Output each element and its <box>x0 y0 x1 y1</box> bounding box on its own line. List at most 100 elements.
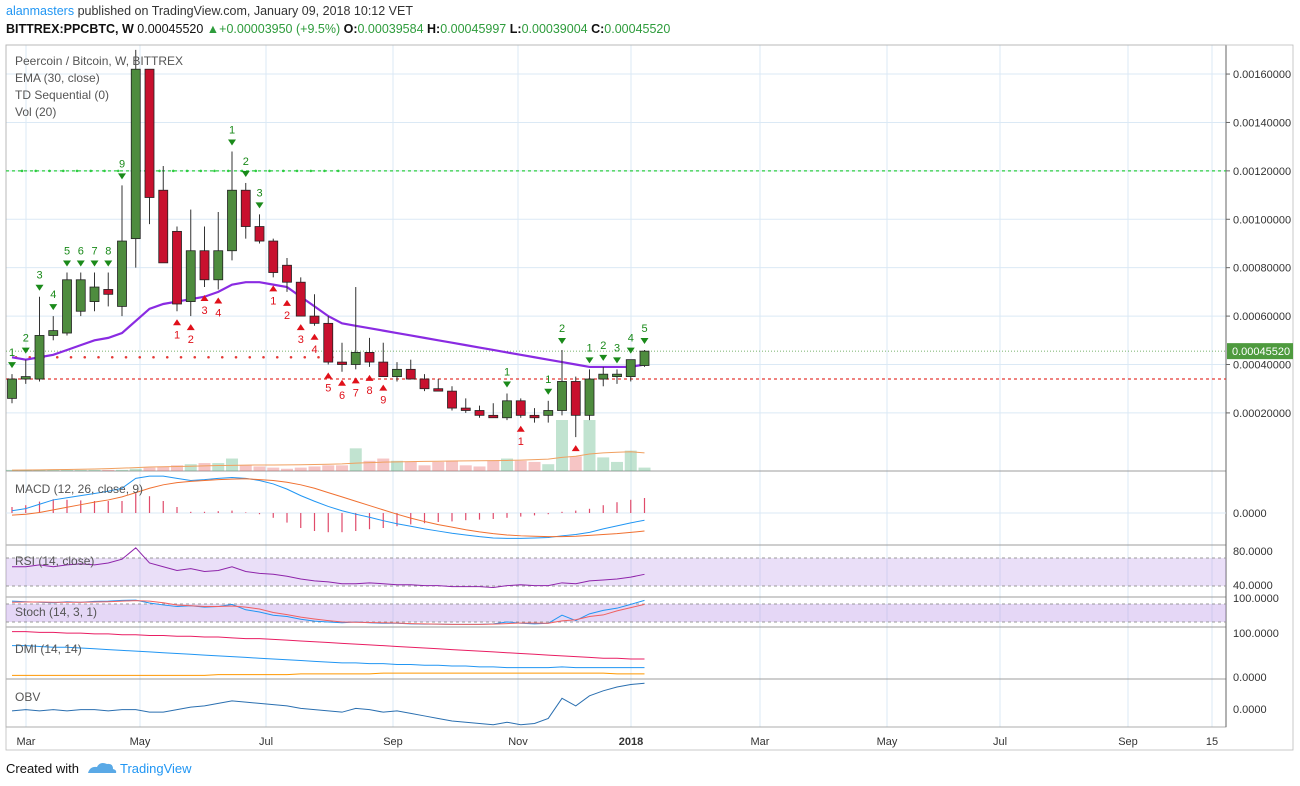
candle-body-8 <box>117 240 127 307</box>
volume-bar-3 <box>47 469 60 471</box>
candle-body-17 <box>240 189 251 227</box>
td-down-arrow-4 <box>63 260 71 267</box>
rsi-tick-40: 40.0000 <box>1233 580 1273 592</box>
volume-bar-42 <box>583 420 596 471</box>
dmi-tick-100: 100.0000 <box>1233 628 1279 640</box>
price-tick-3: 0.00100000 <box>1233 214 1291 226</box>
volume-bar-10 <box>143 467 156 471</box>
stoch-tick: 100.0000 <box>1233 593 1279 605</box>
candle-body-44 <box>612 373 622 378</box>
resistance-dot-5 <box>89 169 93 173</box>
legend-ema[interactable]: EMA (30, close) <box>15 71 100 85</box>
td-count-below-3: 4 <box>215 307 221 319</box>
td-down-arrow-18 <box>626 347 635 354</box>
td-count-below-12: 9 <box>380 395 386 407</box>
support-dot-17 <box>248 355 252 359</box>
candle-body-28 <box>392 368 402 378</box>
low-value: 0.00039004 <box>521 22 588 36</box>
adx-line <box>12 672 645 676</box>
candle-body-4 <box>62 279 72 334</box>
high-value: 0.00045997 <box>440 22 507 36</box>
tradingview-logo[interactable] <box>88 763 117 773</box>
pane-border-4 <box>5 626 1227 680</box>
td-up-arrow-12 <box>379 384 388 391</box>
td-up-arrow-9 <box>338 379 346 386</box>
legend-obv[interactable]: OBV <box>15 690 40 704</box>
support-dot-20 <box>289 355 293 359</box>
time-tick-4: Nov <box>508 736 528 748</box>
td-up-arrow-5 <box>283 299 291 306</box>
candle-body-32 <box>447 390 457 409</box>
price-axis[interactable]: 0.00160000 0.00140000 0.00120000 0.00100000… <box>1226 69 1293 420</box>
volume-bar-32 <box>446 460 458 471</box>
footer-brand[interactable]: TradingView <box>120 761 192 776</box>
candle-body-1 <box>20 376 31 380</box>
volume-bar-41 <box>569 456 582 471</box>
td-down-arrow-5 <box>76 260 85 267</box>
candle-body-13 <box>185 250 196 302</box>
td-count-above-10: 2 <box>243 156 249 168</box>
volume-bar-33 <box>459 465 472 471</box>
candle-body-3 <box>48 330 59 336</box>
legend-td-sequential[interactable]: TD Sequential (0) <box>15 88 109 102</box>
legend-symbol[interactable]: Peercoin / Bitcoin, W, BITTREX <box>15 54 183 68</box>
candle-body-10 <box>144 68 155 198</box>
td-count-below-7: 4 <box>311 344 317 356</box>
candle-body-30 <box>419 378 430 390</box>
volume-bar-44 <box>611 461 623 471</box>
td-count-above-11: 3 <box>256 187 262 199</box>
time-tick-2: Jul <box>259 736 273 748</box>
volume-bar-39 <box>542 464 555 471</box>
last-price-box <box>1227 343 1293 360</box>
time-tick-9: Sep <box>1118 736 1138 748</box>
candle-body-16 <box>227 189 237 252</box>
volume-bar-26 <box>363 460 376 471</box>
open-value: 0.00039584 <box>357 22 424 36</box>
time-axis[interactable]: Mar May Jul Sep Nov 2018 Mar May Jul Sep 15 <box>17 736 1219 748</box>
legend-rsi[interactable]: RSI (14, close) <box>15 554 94 568</box>
author-link[interactable]: alanmasters <box>6 4 75 18</box>
td-up-arrow-8 <box>324 372 333 379</box>
time-tick-6: Mar <box>751 736 770 748</box>
support-dot-14 <box>207 355 210 359</box>
candle-body-24 <box>337 361 347 365</box>
td-up-arrow-13 <box>516 425 525 432</box>
obv-pane <box>11 682 645 726</box>
volume-bar-35 <box>487 460 500 471</box>
volume-bar-22 <box>308 466 321 471</box>
publish-info: alanmasters published on TradingView.com… <box>6 4 413 18</box>
volume-bar-20 <box>281 468 293 471</box>
resistance-dot-23 <box>336 169 340 173</box>
td-count-above-6: 7 <box>91 246 97 258</box>
td-count-below-0: 1 <box>174 329 180 341</box>
legend-volume[interactable]: Vol (20) <box>15 105 56 119</box>
volume-bar-16 <box>226 458 238 471</box>
macd-tick: 0.0000 <box>1233 508 1267 520</box>
stoch-k-line <box>11 599 645 625</box>
support-dot-11 <box>165 355 169 359</box>
candle-body-19 <box>268 240 279 273</box>
legend-macd[interactable]: MACD (12, 26, close, 9) <box>15 482 143 496</box>
change-up-icon: ▲ <box>206 22 220 36</box>
candle-body-26 <box>364 351 375 363</box>
pane-border-5 <box>5 678 1227 728</box>
resistance-dot-3 <box>61 169 65 173</box>
legend-dmi[interactable]: DMI (14, 14) <box>15 642 82 656</box>
support-dot-16 <box>234 355 238 359</box>
resistance-dot-6 <box>103 169 106 173</box>
resistance-dot-18 <box>268 169 271 173</box>
td-down-arrow-11 <box>255 202 264 209</box>
candle-body-18 <box>254 226 265 242</box>
candle-body-40 <box>557 381 567 411</box>
volume-bar-31 <box>432 461 445 471</box>
candle-body-5 <box>75 279 86 312</box>
td-down-arrow-13 <box>544 388 553 395</box>
candle-body-20 <box>282 264 292 283</box>
support-dot-21 <box>303 355 307 359</box>
support-dot-12 <box>179 355 183 359</box>
volume-bar-14 <box>198 463 211 471</box>
dmi-plus-line <box>12 645 645 669</box>
legend-stoch[interactable]: Stoch (14, 3, 1) <box>15 605 97 619</box>
td-count-above-8: 9 <box>119 158 125 170</box>
